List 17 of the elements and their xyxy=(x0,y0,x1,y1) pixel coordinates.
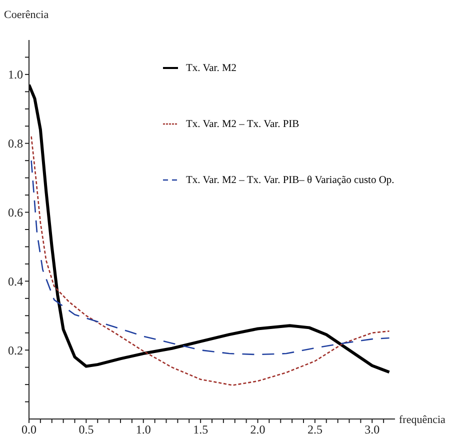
x-axis-title: frequência xyxy=(399,414,446,426)
x-tick-label: 1.5 xyxy=(193,422,208,437)
x-tick-label: 0.0 xyxy=(22,422,36,437)
x-tick-label: 2.0 xyxy=(250,422,266,437)
x-tick-label: 3.0 xyxy=(364,422,380,437)
y-axis-title: Coerência xyxy=(4,9,49,21)
x-tick-label: 1.0 xyxy=(136,422,151,437)
y-tick-label: 0.8 xyxy=(8,136,23,151)
y-tick-label: 0.6 xyxy=(8,206,23,220)
legend-label: Tx. Var. M2 xyxy=(186,62,237,74)
legend-label: Tx. Var. M2 – Tx. Var. PIB xyxy=(186,118,300,130)
y-tick-label: 0.4 xyxy=(8,274,23,288)
x-tick-label: 2.5 xyxy=(307,422,322,437)
legend-label: Tx. Var. M2 – Tx. Var. PIB– θ Variação custo Op. xyxy=(186,174,394,186)
y-tick-label: 1.0 xyxy=(8,68,23,82)
y-tick-label: 0.2 xyxy=(8,343,23,358)
x-tick-label: 0.5 xyxy=(78,422,94,437)
